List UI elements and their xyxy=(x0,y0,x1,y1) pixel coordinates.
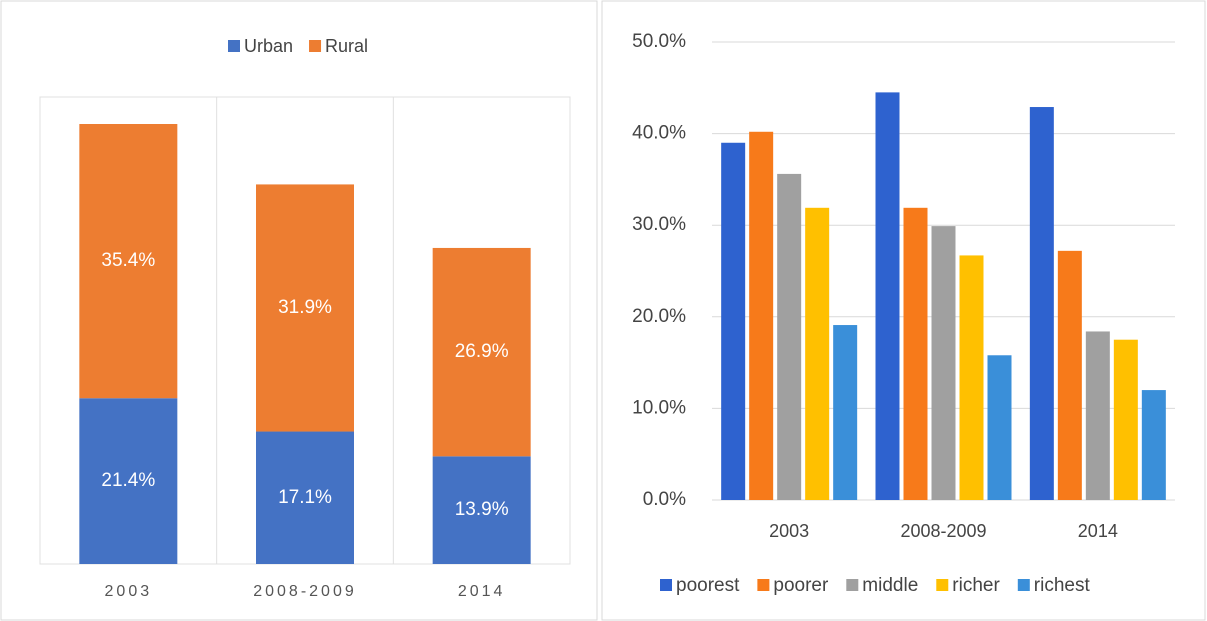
y-tick-label: 0.0% xyxy=(643,489,686,510)
bar-segment xyxy=(256,184,354,432)
x-tick-label: 2003 xyxy=(105,583,153,600)
legend-swatch xyxy=(309,40,322,52)
legend-swatch xyxy=(757,579,770,591)
bar-segment xyxy=(256,431,354,564)
bar xyxy=(1113,339,1138,500)
bar xyxy=(721,142,746,500)
bar xyxy=(749,131,774,500)
legend-swatch xyxy=(660,579,672,591)
legend-label: Rural xyxy=(325,36,368,56)
legend-label: Urban xyxy=(244,36,293,56)
bar-segment xyxy=(79,124,178,399)
x-tick-label: 2008-2009 xyxy=(900,521,986,541)
bar xyxy=(1141,390,1166,500)
x-tick-label: 2008-2009 xyxy=(253,583,357,600)
legend-swatch xyxy=(228,40,240,52)
legend-swatch xyxy=(1017,579,1030,591)
y-tick-label: 30.0% xyxy=(632,214,686,235)
x-tick-label: 2014 xyxy=(458,583,506,600)
data-label: 35.4% xyxy=(101,250,155,271)
bar xyxy=(959,255,984,500)
y-tick-label: 20.0% xyxy=(632,306,686,327)
bar xyxy=(805,207,830,500)
bar xyxy=(1085,331,1110,500)
bar-segment xyxy=(432,247,531,457)
bar xyxy=(1029,107,1054,500)
legend-label: richest xyxy=(1034,575,1091,596)
bar xyxy=(1057,250,1082,500)
data-label: 31.9% xyxy=(278,297,332,318)
x-tick-label: 2014 xyxy=(1078,521,1118,541)
data-label: 13.9% xyxy=(455,499,509,520)
x-tick-label: 2003 xyxy=(769,521,809,541)
legend-label: richer xyxy=(952,575,1000,596)
bar-segment xyxy=(79,398,178,564)
legend-label: poorer xyxy=(773,575,829,596)
data-label: 21.4% xyxy=(101,470,155,491)
bar xyxy=(833,325,858,500)
legend-swatch xyxy=(936,579,949,591)
bar xyxy=(777,173,802,501)
data-label: 17.1% xyxy=(278,487,332,508)
bar xyxy=(875,92,900,500)
y-tick-label: 10.0% xyxy=(632,397,686,418)
legend-swatch xyxy=(846,579,859,591)
bar xyxy=(931,226,956,500)
y-tick-label: 40.0% xyxy=(632,123,686,144)
bar-segment xyxy=(432,456,531,564)
legend-label: poorest xyxy=(676,575,740,596)
y-tick-label: 50.0% xyxy=(632,31,686,52)
bar xyxy=(903,207,928,500)
bar xyxy=(987,355,1012,500)
data-label: 26.9% xyxy=(455,341,509,362)
legend-label: middle xyxy=(862,575,918,596)
